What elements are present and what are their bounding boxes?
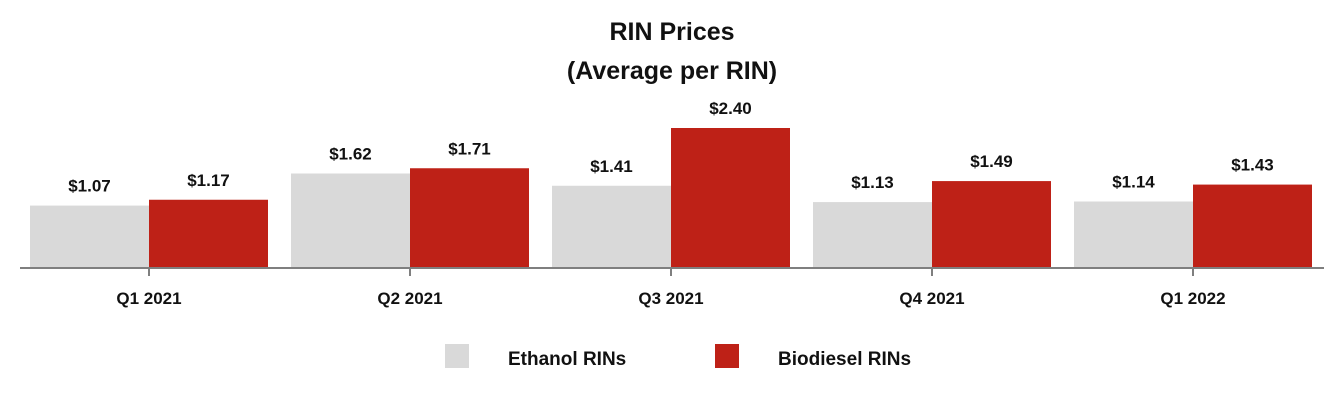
bar-ethanol-rins-q1-2021	[30, 205, 149, 268]
value-label-ethanol-rins-q1-2022: $1.14	[1112, 173, 1155, 192]
legend-swatch-ethanol	[445, 344, 469, 368]
value-labels-group: $1.07 $1.17 $1.62 $1.71 $1.41 $2.40 $1.13 $1.49…	[68, 99, 1274, 196]
bar-biodiesel-rins-q2-2021	[410, 168, 529, 268]
x-tick-labels-group: Q1 2021 Q2 2021 Q3 2021 Q4 2021 Q1 2022	[116, 289, 1225, 308]
chart-subtitle: (Average per RIN)	[567, 57, 777, 85]
legend-swatch-biodiesel	[715, 344, 739, 368]
x-ticks-group	[148, 268, 1194, 276]
value-label-biodiesel-rins-q2-2021: $1.71	[448, 139, 491, 158]
legend-label-biodiesel: Biodiesel RINs	[778, 349, 911, 370]
value-label-biodiesel-rins-q4-2021: $1.49	[970, 152, 1013, 171]
legend-label-ethanol: Ethanol RINs	[508, 349, 626, 370]
bar-biodiesel-rins-q3-2021	[671, 128, 790, 268]
bars-group	[30, 128, 1312, 268]
bar-ethanol-rins-q2-2021	[291, 173, 410, 268]
value-label-ethanol-rins-q2-2021: $1.62	[329, 145, 372, 164]
bar-biodiesel-rins-q4-2021	[932, 181, 1051, 268]
bar-biodiesel-rins-q1-2021	[149, 199, 268, 268]
value-label-biodiesel-rins-q3-2021: $2.40	[709, 99, 752, 118]
bar-ethanol-rins-q3-2021	[552, 185, 671, 268]
legend: Ethanol RINs Biodiesel RINs	[445, 344, 911, 370]
x-tick-label-q4-2021: Q4 2021	[899, 289, 964, 308]
value-label-ethanol-rins-q1-2021: $1.07	[68, 177, 111, 196]
bar-ethanol-rins-q1-2022	[1074, 201, 1193, 268]
chart-title: RIN Prices	[609, 18, 734, 46]
value-label-ethanol-rins-q4-2021: $1.13	[851, 173, 894, 192]
value-label-biodiesel-rins-q1-2021: $1.17	[187, 171, 230, 190]
value-label-biodiesel-rins-q1-2022: $1.43	[1231, 156, 1274, 175]
x-tick-label-q2-2021: Q2 2021	[377, 289, 442, 308]
bar-biodiesel-rins-q1-2022	[1193, 184, 1312, 268]
value-label-ethanol-rins-q3-2021: $1.41	[590, 157, 633, 176]
x-tick-label-q1-2022: Q1 2022	[1160, 289, 1225, 308]
x-tick-label-q3-2021: Q3 2021	[638, 289, 703, 308]
x-tick-label-q1-2021: Q1 2021	[116, 289, 181, 308]
bar-ethanol-rins-q4-2021	[813, 202, 932, 268]
